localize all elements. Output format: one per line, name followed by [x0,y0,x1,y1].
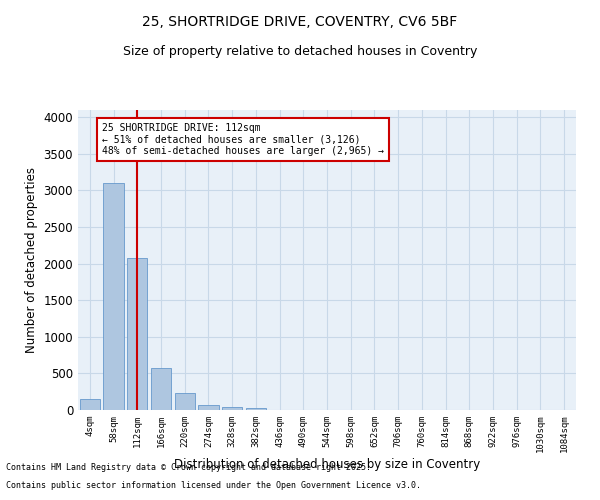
X-axis label: Distribution of detached houses by size in Coventry: Distribution of detached houses by size … [174,458,480,471]
Bar [246,408,266,410]
Text: Contains public sector information licensed under the Open Government Licence v3: Contains public sector information licen… [6,481,421,490]
Y-axis label: Number of detached properties: Number of detached properties [25,167,38,353]
Bar [127,258,148,410]
Text: Contains HM Land Registry data © Crown copyright and database right 2025.: Contains HM Land Registry data © Crown c… [6,464,371,472]
Bar [199,405,218,410]
Bar [80,399,100,410]
Text: 25, SHORTRIDGE DRIVE, COVENTRY, CV6 5BF: 25, SHORTRIDGE DRIVE, COVENTRY, CV6 5BF [142,15,458,29]
Bar [103,183,124,410]
Bar [151,368,171,410]
Bar [175,393,195,410]
Text: 25 SHORTRIDGE DRIVE: 112sqm
← 51% of detached houses are smaller (3,126)
48% of : 25 SHORTRIDGE DRIVE: 112sqm ← 51% of det… [102,123,384,156]
Text: Size of property relative to detached houses in Coventry: Size of property relative to detached ho… [123,45,477,58]
Bar [222,407,242,410]
